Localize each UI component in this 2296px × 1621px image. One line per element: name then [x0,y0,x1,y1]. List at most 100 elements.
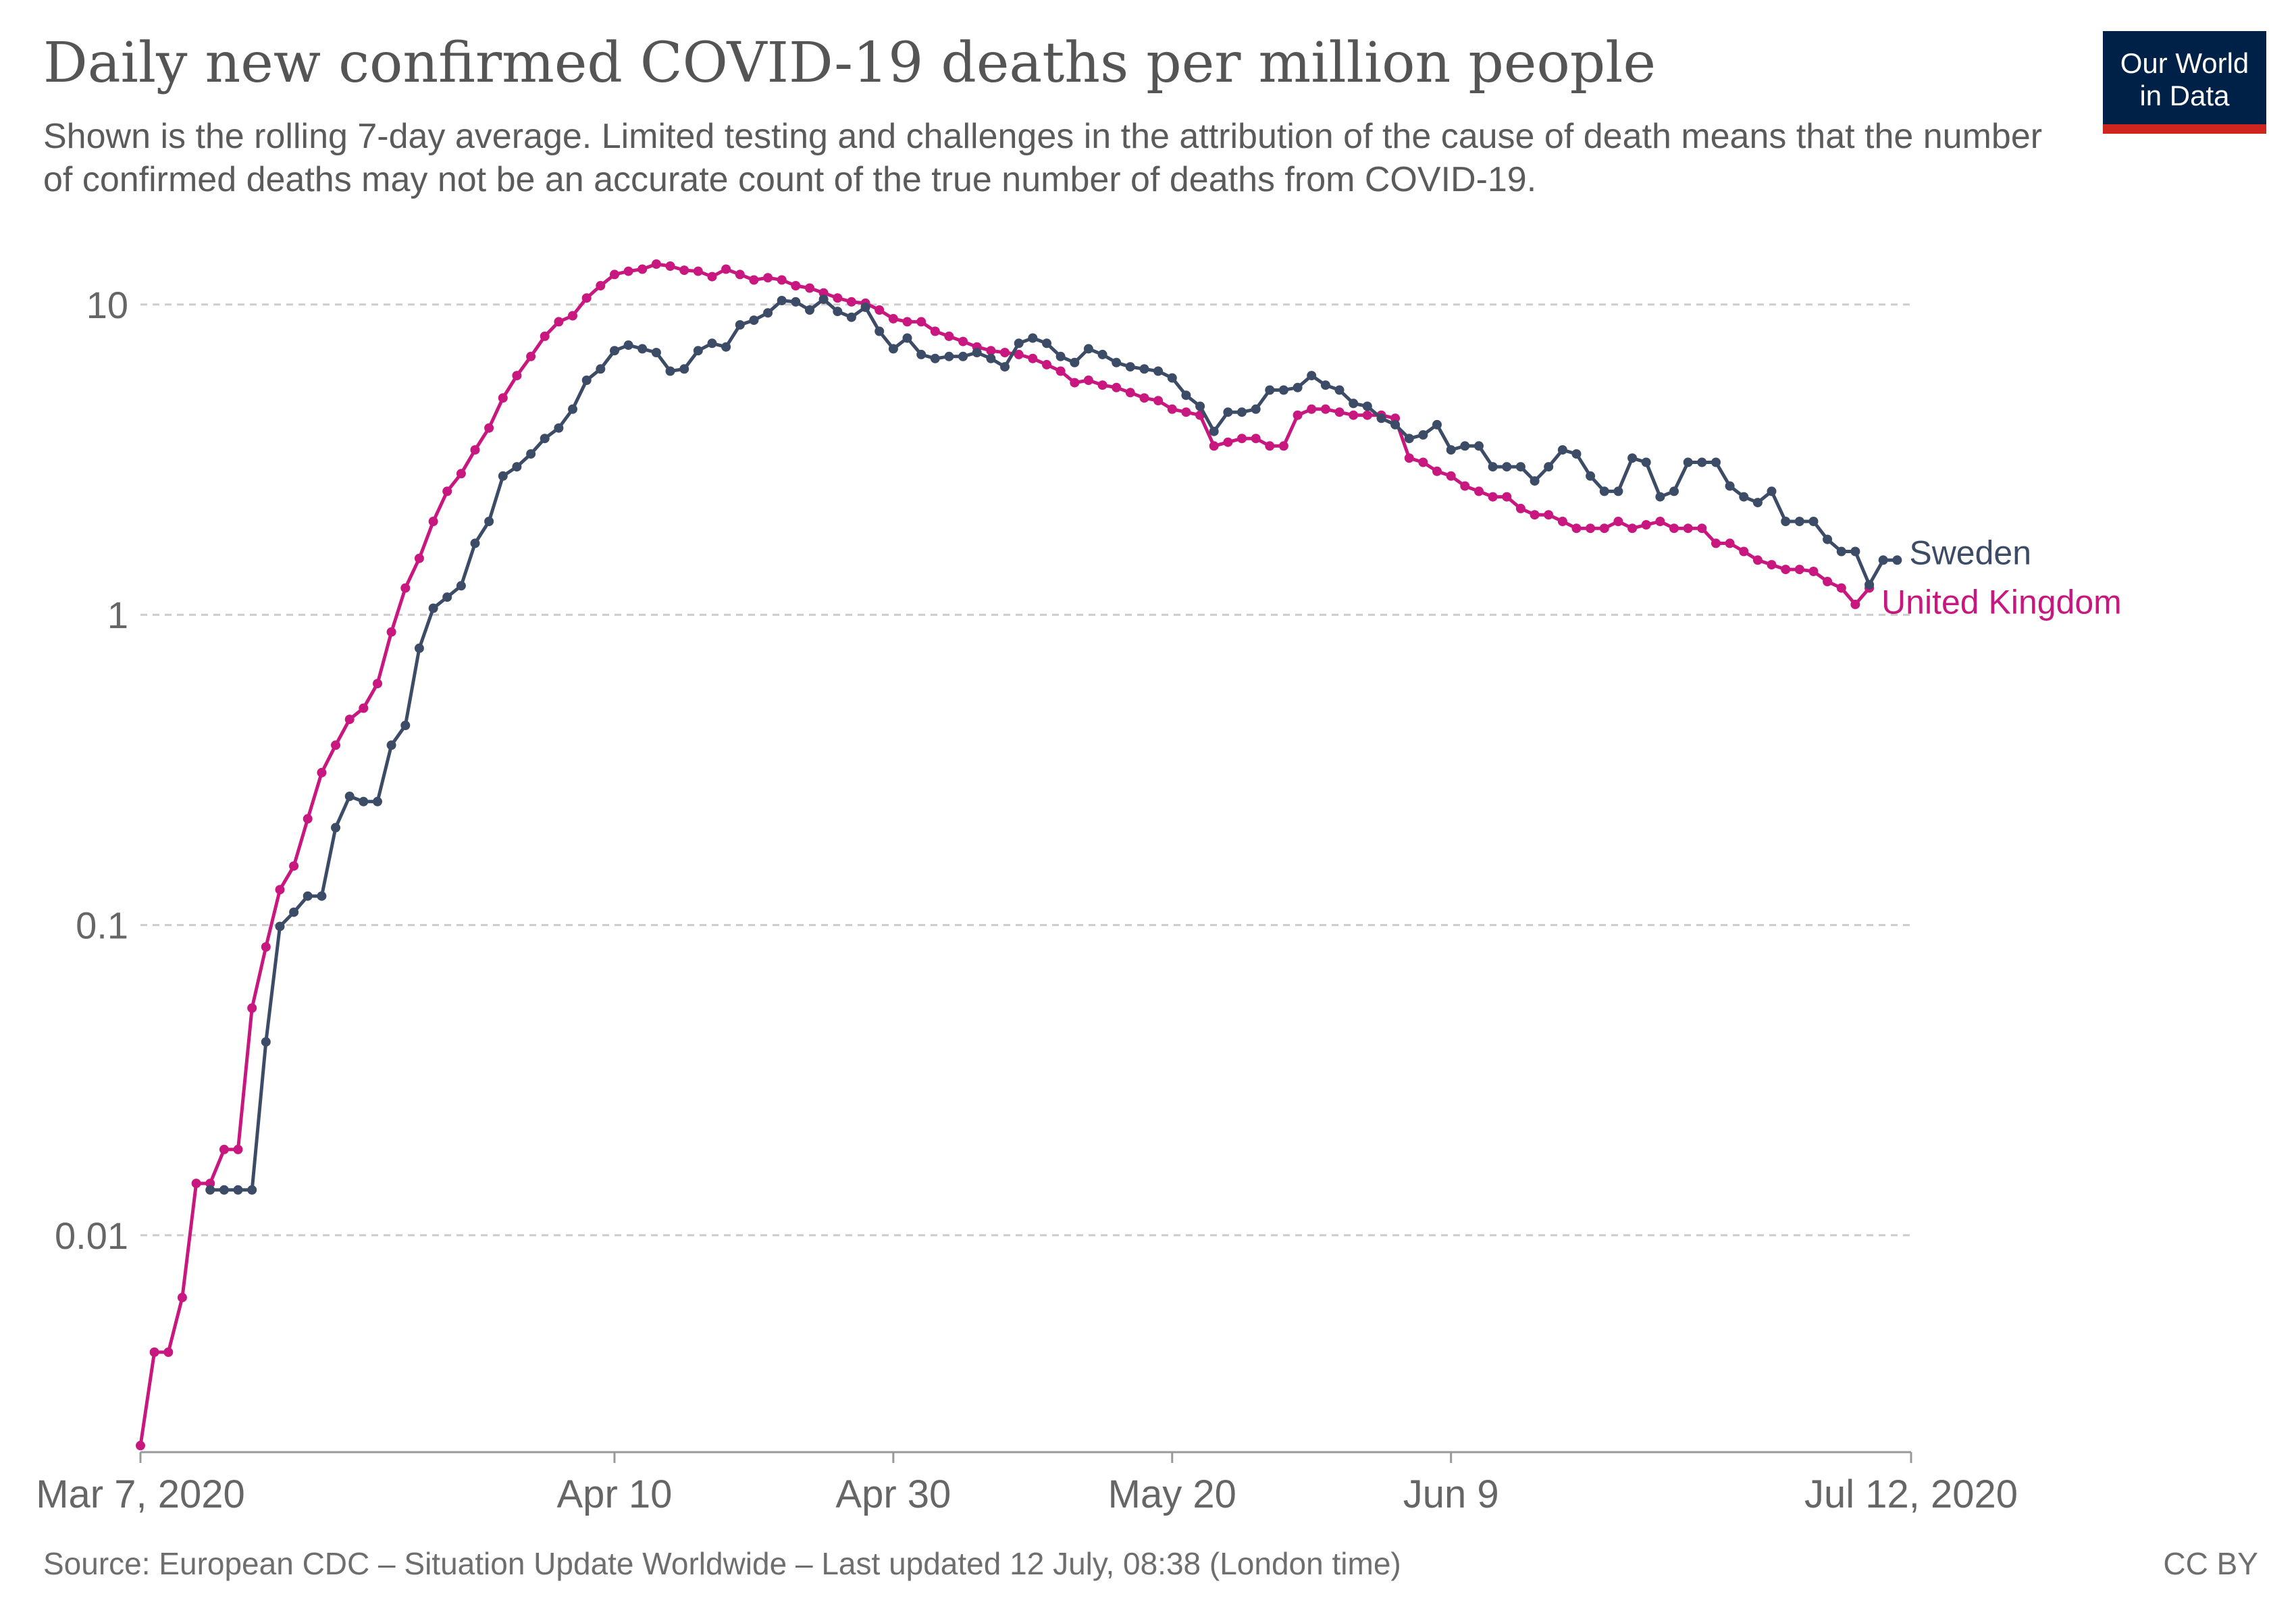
data-point [1251,404,1261,414]
data-point [1850,546,1860,557]
data-point [1432,466,1442,476]
data-point [344,792,355,801]
y-tick-label: 0.01 [55,1214,128,1257]
series-sweden[interactable] [205,294,1902,1195]
data-point [1613,517,1623,526]
license-link[interactable]: CC BY [2163,1546,2258,1581]
data-point [581,293,592,303]
data-point [1237,434,1247,444]
data-point [1404,434,1414,444]
data-point [1042,359,1051,369]
data-point [1823,534,1833,544]
data-point [888,344,898,354]
data-point [1725,538,1735,548]
data-point [386,740,396,750]
data-point [205,1185,215,1195]
data-point [317,891,327,901]
x-axis: Mar 7, 2020 Apr 10 Apr 30 May 20 Jun 9 Jul 12… [36,1451,2018,1516]
data-point [1850,599,1860,609]
data-point [1725,481,1735,491]
data-point [1823,577,1833,586]
data-point [1892,555,1902,565]
data-point [1112,357,1122,367]
data-point [1362,410,1372,420]
series-line [210,297,1898,1192]
data-point [1265,385,1275,395]
data-point [986,346,996,356]
data-point [442,592,452,602]
data-point [414,643,424,653]
x-tick-label: Jul 12, 2020 [1804,1472,2018,1516]
data-point [707,272,717,282]
data-point [1349,410,1359,420]
data-point [498,393,508,403]
source-note[interactable]: Source: European CDC – Situation Update … [43,1546,1401,1581]
data-point [860,302,870,312]
data-point [275,921,285,931]
y-tick-label: 1 [107,594,128,636]
y-tick-label: 10 [86,284,128,326]
data-point [1418,430,1428,440]
data-point [456,581,466,591]
data-point [1808,517,1819,526]
data-point [1265,441,1275,451]
data-point [275,885,285,895]
data-point [568,404,577,414]
data-point [1446,471,1456,481]
data-point [512,371,522,381]
data-point [484,517,494,526]
data-point [1627,523,1638,534]
data-point [177,1293,187,1303]
data-point [1530,476,1540,486]
data-point [818,294,829,305]
data-point [1836,546,1846,557]
data-point [1293,410,1303,420]
data-point [1641,520,1651,530]
data-point [1097,349,1107,359]
data-point [1515,462,1525,472]
data-point [470,538,480,548]
data-point [400,721,411,730]
data-point [1530,510,1540,520]
series-labels: United Kingdom Sweden [1881,534,2122,621]
owid-logo[interactable]: Our World in Data [2103,31,2266,134]
data-point [1557,517,1567,526]
data-point [1334,385,1345,395]
data-point [386,627,396,637]
data-point [1599,486,1609,496]
data-point [721,342,731,352]
data-point [833,293,843,303]
data-point [1028,333,1038,343]
data-point [526,449,536,459]
data-point [1446,445,1456,455]
data-point [902,317,912,327]
data-point [470,445,480,455]
data-point [1544,462,1554,472]
data-point [805,305,814,315]
data-point [651,348,661,357]
data-point [958,351,968,361]
data-point [568,311,577,321]
data-point [219,1185,229,1195]
data-point [749,275,759,285]
data-point [1878,555,1888,565]
data-point [1697,523,1707,534]
data-point [902,333,912,343]
gridlines [140,303,1911,1237]
data-point [1655,517,1665,526]
data-point [707,338,717,349]
data-point [191,1179,201,1189]
x-tick-label: Mar 7, 2020 [36,1472,245,1516]
data-point [916,349,927,359]
data-point [637,264,648,274]
data-point [512,462,522,472]
data-point [1195,401,1205,411]
data-point [805,283,814,293]
y-tick-label: 0.1 [76,904,128,947]
series-united-kingdom[interactable] [136,259,1875,1451]
data-point [1488,492,1498,502]
data-point [373,796,382,806]
data-point [1502,492,1512,502]
data-point [1767,560,1777,570]
